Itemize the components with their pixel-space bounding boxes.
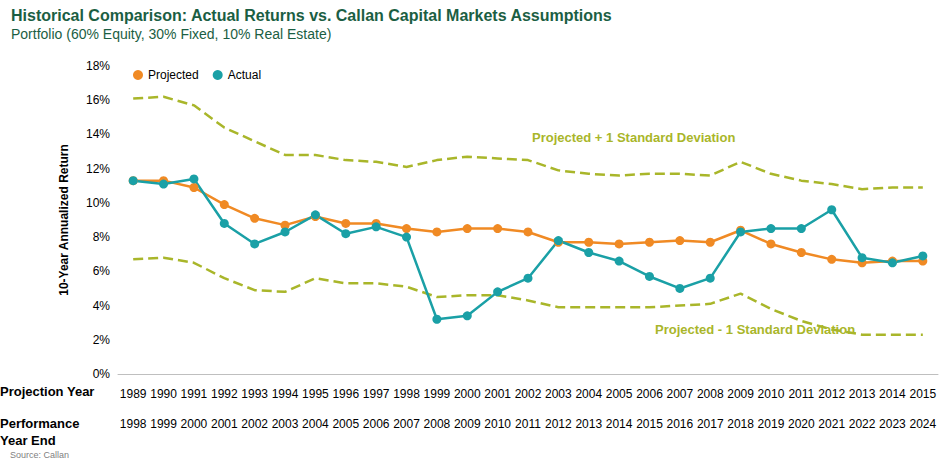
svg-text:Projection Year: Projection Year bbox=[0, 384, 94, 399]
svg-text:1991: 1991 bbox=[181, 387, 208, 401]
svg-text:2017: 2017 bbox=[697, 417, 724, 431]
svg-text:2003: 2003 bbox=[545, 387, 572, 401]
svg-text:2002: 2002 bbox=[515, 387, 542, 401]
svg-text:Projected: Projected bbox=[148, 68, 199, 82]
svg-text:2001: 2001 bbox=[484, 387, 511, 401]
svg-text:2001: 2001 bbox=[211, 417, 238, 431]
svg-text:2010: 2010 bbox=[484, 417, 511, 431]
svg-text:18%: 18% bbox=[86, 59, 110, 73]
svg-text:2020: 2020 bbox=[788, 417, 815, 431]
svg-text:2012: 2012 bbox=[545, 417, 572, 431]
svg-text:2013: 2013 bbox=[849, 387, 876, 401]
svg-text:2005: 2005 bbox=[606, 387, 633, 401]
svg-text:2000: 2000 bbox=[181, 417, 208, 431]
svg-text:Source: Callan: Source: Callan bbox=[10, 450, 69, 460]
svg-text:2024: 2024 bbox=[909, 417, 936, 431]
svg-text:4%: 4% bbox=[93, 299, 111, 313]
svg-text:2%: 2% bbox=[93, 333, 111, 347]
svg-text:1999: 1999 bbox=[150, 417, 177, 431]
svg-text:1992: 1992 bbox=[211, 387, 238, 401]
svg-text:2007: 2007 bbox=[667, 387, 694, 401]
svg-text:2006: 2006 bbox=[363, 417, 390, 431]
svg-text:16%: 16% bbox=[86, 93, 110, 107]
svg-text:10%: 10% bbox=[86, 196, 110, 210]
svg-text:Actual: Actual bbox=[228, 68, 261, 82]
svg-text:Portfolio (60% Equity, 30% Fix: Portfolio (60% Equity, 30% Fixed, 10% Re… bbox=[11, 26, 331, 42]
svg-text:Historical Comparison: Actual: Historical Comparison: Actual Returns vs… bbox=[11, 7, 612, 24]
svg-text:2002: 2002 bbox=[241, 417, 268, 431]
svg-text:6%: 6% bbox=[93, 264, 111, 278]
svg-text:2006: 2006 bbox=[636, 387, 663, 401]
svg-text:8%: 8% bbox=[93, 230, 111, 244]
svg-text:10-Year Annualized Return: 10-Year Annualized Return bbox=[57, 144, 71, 296]
svg-text:2014: 2014 bbox=[879, 387, 906, 401]
svg-text:2015: 2015 bbox=[909, 387, 936, 401]
svg-text:2008: 2008 bbox=[424, 417, 451, 431]
svg-text:2009: 2009 bbox=[727, 387, 754, 401]
svg-text:2014: 2014 bbox=[606, 417, 633, 431]
svg-text:1999: 1999 bbox=[424, 387, 451, 401]
svg-text:1997: 1997 bbox=[363, 387, 390, 401]
svg-text:1994: 1994 bbox=[272, 387, 299, 401]
svg-text:1990: 1990 bbox=[150, 387, 177, 401]
svg-text:2022: 2022 bbox=[849, 417, 876, 431]
svg-text:2015: 2015 bbox=[636, 417, 663, 431]
svg-text:Projected + 1 Standard Deviati: Projected + 1 Standard Deviation bbox=[532, 130, 735, 145]
svg-text:1995: 1995 bbox=[302, 387, 329, 401]
svg-text:1998: 1998 bbox=[120, 417, 147, 431]
svg-text:2016: 2016 bbox=[667, 417, 694, 431]
svg-text:12%: 12% bbox=[86, 162, 110, 176]
svg-text:2019: 2019 bbox=[758, 417, 785, 431]
svg-text:2010: 2010 bbox=[758, 387, 785, 401]
svg-text:0%: 0% bbox=[93, 367, 111, 381]
svg-text:Performance: Performance bbox=[0, 416, 83, 431]
svg-text:14%: 14% bbox=[86, 127, 110, 141]
svg-text:2018: 2018 bbox=[727, 417, 754, 431]
svg-text:1993: 1993 bbox=[241, 387, 268, 401]
svg-text:2021: 2021 bbox=[818, 417, 845, 431]
svg-text:1989: 1989 bbox=[120, 387, 147, 401]
svg-text:2003: 2003 bbox=[272, 417, 299, 431]
svg-text:1998: 1998 bbox=[393, 387, 420, 401]
svg-text:2000: 2000 bbox=[454, 387, 481, 401]
svg-text:2007: 2007 bbox=[393, 417, 420, 431]
svg-text:2009: 2009 bbox=[454, 417, 481, 431]
svg-text:Projected - 1 Standard Deviati: Projected - 1 Standard Deviation bbox=[655, 322, 855, 337]
svg-text:2023: 2023 bbox=[879, 417, 906, 431]
svg-text:2008: 2008 bbox=[697, 387, 724, 401]
svg-text:1996: 1996 bbox=[332, 387, 359, 401]
svg-text:2013: 2013 bbox=[575, 417, 602, 431]
svg-text:2012: 2012 bbox=[818, 387, 845, 401]
svg-text:2004: 2004 bbox=[575, 387, 602, 401]
svg-text:Year End: Year End bbox=[0, 433, 56, 448]
svg-text:2011: 2011 bbox=[788, 387, 814, 401]
svg-text:2005: 2005 bbox=[332, 417, 359, 431]
svg-text:2004: 2004 bbox=[302, 417, 329, 431]
svg-text:2011: 2011 bbox=[515, 417, 541, 431]
